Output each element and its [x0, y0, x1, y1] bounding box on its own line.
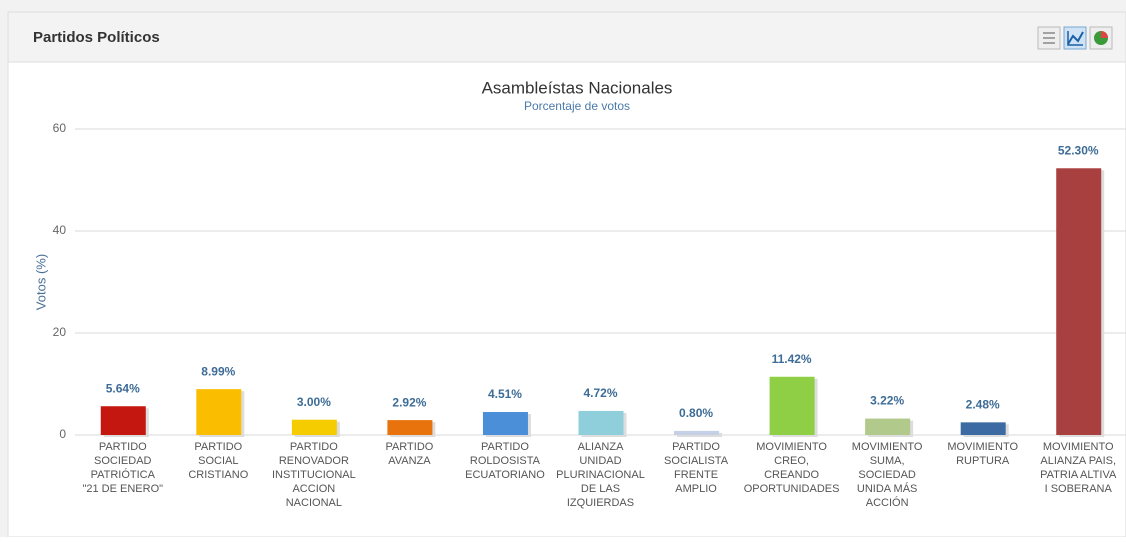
x-tick-label: PARTIDO RENOVADOR INSTITUCIONAL ACCION NACIO… — [272, 441, 356, 509]
data-label: 11.42% — [772, 352, 812, 366]
data-label: 3.00% — [297, 395, 331, 409]
x-tick-label: PARTIDO SOCIAL CRISTIANO — [188, 441, 248, 481]
list-view-button[interactable] — [1037, 26, 1061, 50]
x-tick-label: MOVIMIENTO ALIANZA PAIS, PATRIA ALTIVA I SO… — [1040, 441, 1117, 495]
data-label: 52.30% — [1058, 143, 1099, 157]
x-tick-label: MOVIMIENTO CREO, CREANDO OPORTUNIDADES — [744, 441, 840, 495]
chart-subtitle: Porcentaje de votos — [524, 99, 630, 113]
bar — [100, 406, 146, 435]
data-label: 8.99% — [201, 364, 235, 378]
bar — [674, 430, 720, 435]
data-label: 4.51% — [488, 387, 522, 401]
panel-title: Partidos Políticos — [33, 29, 160, 46]
x-tick-label: PARTIDO SOCIEDAD PATRIÓTICA "21 DE ENERO" — [82, 441, 163, 495]
y-tick-label: 0 — [59, 427, 66, 441]
x-tick-label: MOVIMIENTO RUPTURA — [947, 441, 1018, 467]
bar — [387, 420, 433, 435]
data-label: 0.80% — [679, 406, 713, 420]
bar — [865, 418, 911, 435]
x-tick-label: PARTIDO ROLDOSISTA ECUATORIANO — [465, 441, 545, 481]
bar — [196, 389, 242, 435]
x-tick-label: PARTIDO SOCIALISTA FRENTE AMPLIO — [664, 441, 729, 495]
bar — [960, 422, 1006, 435]
y-tick-label: 20 — [53, 325, 67, 339]
y-tick-label: 60 — [53, 121, 67, 135]
line-view-button[interactable] — [1063, 26, 1087, 50]
y-axis-label: Votos (%) — [33, 254, 48, 310]
data-label: 3.22% — [870, 394, 904, 408]
bar — [291, 419, 337, 435]
bar — [482, 411, 528, 435]
bar — [1056, 168, 1102, 435]
bar — [769, 376, 815, 435]
data-label: 2.48% — [966, 398, 1000, 412]
data-label: 2.92% — [392, 395, 426, 409]
panel — [7, 11, 1126, 538]
panel-header — [7, 11, 1126, 63]
chart-title: Asambleístas Nacionales — [482, 78, 673, 97]
data-label: 5.64% — [106, 381, 140, 395]
data-label: 4.72% — [583, 386, 617, 400]
y-tick-label: 40 — [53, 223, 67, 237]
x-tick-label: MOVIMIENTO SUMA, SOCIEDAD UNIDA MÁS ACCIÓN — [852, 441, 923, 509]
bar — [578, 410, 624, 435]
x-tick-label: ALIANZA UNIDAD PLURINACIONAL DE LAS IZQUIERD… — [556, 441, 645, 509]
x-tick-label: PARTIDO AVANZA — [385, 441, 433, 467]
pie-view-button[interactable] — [1089, 26, 1113, 50]
